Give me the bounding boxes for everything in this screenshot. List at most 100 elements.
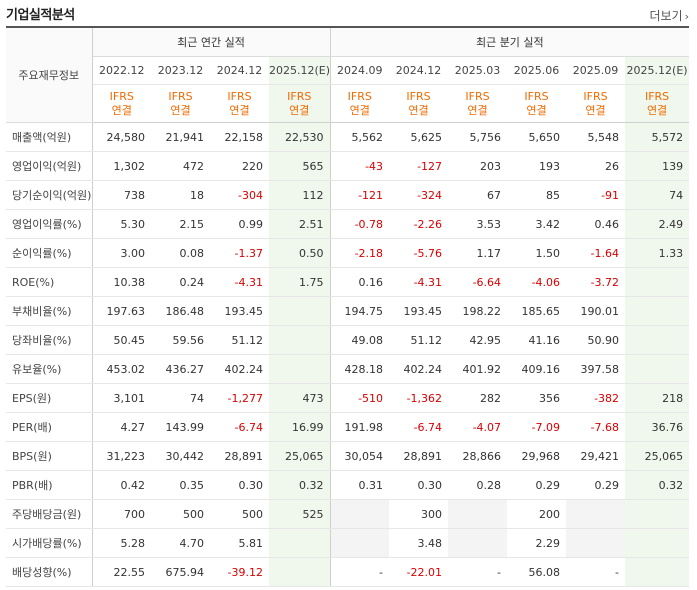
table-cell: 10.38 [92, 267, 151, 297]
table-cell [625, 296, 690, 326]
table-cell: 0.29 [566, 470, 626, 500]
table-cell [448, 528, 508, 558]
table-cell: 30,442 [151, 441, 210, 471]
row-label: 부채비율(%) [6, 296, 93, 326]
table-cell: -22.01 [389, 557, 449, 587]
table-cell: 193 [507, 151, 567, 181]
ifrs-line2: 연결 [229, 103, 250, 117]
period-header: 2025.06 [507, 56, 567, 85]
table-cell: -39.12 [210, 557, 269, 587]
table-cell: 36.76 [625, 412, 690, 442]
table-row: 당좌비율(%) 50.45 59.56 51.12 49.08 51.12 42.95 41.… [6, 325, 690, 355]
table-cell [330, 499, 390, 529]
row-label: 순이익률(%) [6, 238, 93, 268]
table-cell [566, 499, 626, 529]
table-cell: -7.09 [507, 412, 567, 442]
financial-table: 주요재무정보 최근 연간 실적 최근 분기 실적 2022.12 2023.12 2… [6, 26, 690, 587]
row-label: 주당배당금(원) [6, 499, 93, 529]
period-header: 2025.09 [566, 56, 626, 85]
row-label: EPS(원) [6, 383, 93, 413]
table-row: 순이익률(%) 3.00 0.08 -1.37 0.50 -2.18 -5.76 1.17 1.… [6, 238, 690, 268]
table-cell: 5.28 [92, 528, 151, 558]
table-cell: 3.53 [448, 209, 508, 239]
table-cell: 22.55 [92, 557, 151, 587]
table-cell: 5,650 [507, 122, 567, 152]
table-cell: -4.06 [507, 267, 567, 297]
table-row: ROE(%) 10.38 0.24 -4.31 1.75 0.16 -4.31 -6.64 -4… [6, 267, 690, 297]
table-cell: 50.45 [92, 325, 151, 355]
ifrs-line1: IFRS [109, 89, 134, 103]
ifrs-line2: 연결 [408, 103, 429, 117]
table-row: 유보율(%) 453.02 436.27 402.24 428.18 402.24 401.… [6, 354, 690, 384]
table-cell: -2.18 [330, 238, 390, 268]
table-cell: 193.45 [210, 296, 269, 326]
table-cell: -6.64 [448, 267, 508, 297]
ifrs-line1: IFRS [644, 89, 670, 103]
table-cell: 300 [389, 499, 449, 529]
table-cell: 402.24 [210, 354, 269, 384]
table-cell: 3.48 [389, 528, 449, 558]
table-cell: 139 [625, 151, 690, 181]
table-cell [625, 325, 690, 355]
ifrs-line2: 연결 [289, 103, 310, 117]
ifrs-line1: IFRS [406, 89, 431, 103]
more-link[interactable]: 더보기 › [649, 7, 689, 24]
table-cell: 143.99 [151, 412, 210, 442]
table-cell: -91 [566, 180, 626, 210]
table-cell: 5,548 [566, 122, 626, 152]
table-cell: -4.31 [389, 267, 449, 297]
table-cell: 500 [151, 499, 210, 529]
table-cell [566, 528, 626, 558]
table-cell: 0.30 [389, 470, 449, 500]
table-cell: 190.01 [566, 296, 626, 326]
table-cell [625, 557, 690, 587]
table-row: 영업이익(억원) 1,302 472 220 565 -43 -127 203 193 26 139 [6, 151, 690, 181]
table-cell [269, 557, 331, 587]
table-cell: 218 [625, 383, 690, 413]
period-header: 2022.12 [92, 56, 151, 85]
table-row: 매출액(억원) 24,580 21,941 22,158 22,530 5,562 5,62… [6, 122, 690, 152]
period-header: 2023.12 [151, 56, 210, 85]
row-label: 시가배당률(%) [6, 528, 93, 558]
ifrs-line1: IFRS [465, 89, 490, 103]
group-header-row: 주요재무정보 최근 연간 실적 최근 분기 실적 [6, 26, 690, 123]
table-cell: 29,968 [507, 441, 567, 471]
table-cell: - [448, 557, 508, 587]
table-cell: 67 [448, 180, 508, 210]
table-cell: 30,054 [330, 441, 390, 471]
table-body: 매출액(억원) 24,580 21,941 22,158 22,530 5,562 5,62… [6, 122, 690, 587]
table-row: 시가배당률(%) 5.28 4.70 5.81 3.48 2.29 [6, 528, 690, 558]
table-cell: 191.98 [330, 412, 390, 442]
table-row: 부채비율(%) 197.63 186.48 193.45 194.75 193.45 198… [6, 296, 690, 326]
table-cell: 500 [210, 499, 269, 529]
table-cell: -1.64 [566, 238, 626, 268]
table-row: PBR(배) 0.42 0.35 0.30 0.32 0.31 0.30 0.28 0.29 0.… [6, 470, 690, 500]
table-cell: -324 [389, 180, 449, 210]
table-cell: 5,572 [625, 122, 690, 152]
ifrs-label: IFRS 연결 [269, 84, 331, 123]
table-cell: 18 [151, 180, 210, 210]
more-label[interactable]: 더보기 [649, 9, 683, 23]
table-cell: -4.31 [210, 267, 269, 297]
ifrs-line1: IFRS [287, 89, 312, 103]
table-cell: -3.72 [566, 267, 626, 297]
table-cell: -4.07 [448, 412, 508, 442]
table-cell: 401.92 [448, 354, 508, 384]
table-cell: 472 [151, 151, 210, 181]
ifrs-line1: IFRS [583, 89, 608, 103]
table-cell: 0.46 [566, 209, 626, 239]
table-cell: -1,362 [389, 383, 449, 413]
table-cell: 28,891 [389, 441, 449, 471]
table-cell [269, 296, 331, 326]
table-cell: 1.75 [269, 267, 331, 297]
table-cell: 0.31 [330, 470, 390, 500]
ifrs-line2: 연결 [526, 103, 547, 117]
table-cell: -6.74 [210, 412, 269, 442]
table-cell: 74 [625, 180, 690, 210]
table-cell: 193.45 [389, 296, 449, 326]
row-label: 영업이익(억원) [6, 151, 93, 181]
ifrs-row: IFRS 연결 IFRS 연결 IFRS 연결 IFRS 연결 IFRS 연결 IFRS 연결 IFRS… [6, 84, 690, 123]
table-cell: 0.29 [507, 470, 567, 500]
table-cell: 1,302 [92, 151, 151, 181]
